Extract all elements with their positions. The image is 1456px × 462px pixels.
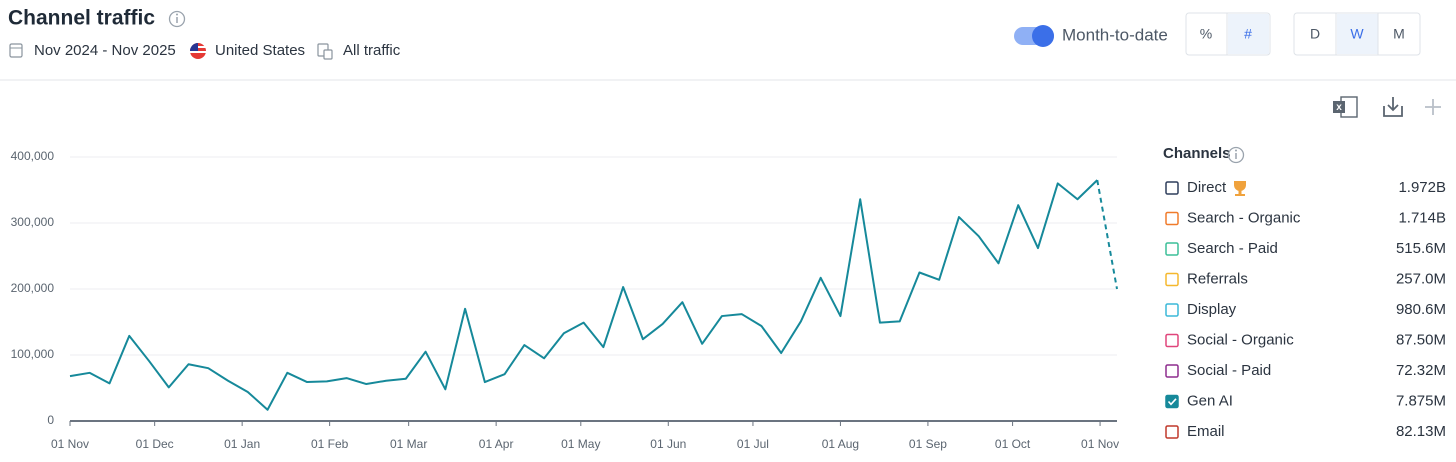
legend-name[interactable]: Search - Paid	[1187, 240, 1278, 257]
y-tick-label: 300,000	[11, 215, 55, 229]
x-tick-label: 01 Nov	[51, 437, 89, 451]
legend-total: 72.32M	[1396, 362, 1446, 379]
legend-name[interactable]: Search - Organic	[1187, 209, 1301, 226]
granularity-button[interactable]: D	[1310, 26, 1320, 42]
y-tick-label: 200,000	[11, 281, 55, 295]
legend-total: 257.0M	[1396, 270, 1446, 287]
legend-checkbox[interactable]	[1165, 211, 1179, 226]
active-button	[1337, 14, 1378, 54]
x-tick-label: 01 Oct	[995, 437, 1031, 451]
legend-checkbox[interactable]	[1165, 364, 1179, 378]
legend-checkbox[interactable]	[1165, 333, 1179, 348]
legend-checkbox[interactable]	[1165, 394, 1179, 409]
country[interactable]: United States	[215, 42, 305, 59]
traffic-filter[interactable]: All traffic	[343, 42, 401, 59]
y-tick-label: 0	[47, 413, 54, 427]
x-tick-label: 01 Apr	[479, 437, 514, 451]
legend-checkbox[interactable]	[1165, 303, 1179, 317]
legend-total: 87.50M	[1396, 331, 1446, 348]
x-tick-label: 01 Sep	[909, 437, 947, 451]
add-icon[interactable]	[1425, 99, 1441, 115]
info-icon[interactable]	[168, 10, 186, 28]
check-mark	[1167, 398, 1177, 406]
granularity-button[interactable]: W	[1350, 26, 1364, 42]
legend-name[interactable]: Social - Paid	[1187, 362, 1271, 379]
legend-name[interactable]: Email	[1187, 423, 1225, 440]
legend-total: 515.6M	[1396, 240, 1446, 257]
legend-checkbox[interactable]	[1165, 242, 1179, 256]
legend-name[interactable]: Gen AI	[1187, 392, 1233, 409]
legend-name[interactable]: Referrals	[1187, 270, 1248, 287]
toggle[interactable]	[1014, 25, 1054, 47]
partial-segment	[1096, 179, 1118, 290]
legend-total: 82.13M	[1396, 423, 1446, 440]
legend-title: Channels	[1163, 145, 1231, 162]
x-tick-label: 01 Feb	[311, 437, 349, 451]
legend-checkbox[interactable]	[1165, 425, 1179, 439]
x-tick-label: 01 Aug	[822, 437, 859, 451]
legend-name[interactable]: Social - Organic	[1187, 331, 1294, 348]
date-range[interactable]: Nov 2024 - Nov 2025	[34, 42, 176, 59]
download-icon[interactable]	[1383, 97, 1403, 117]
x-tick-label: 01 Jan	[224, 437, 260, 451]
info-icon[interactable]	[1227, 146, 1245, 164]
x-tick-label: 01 Nov	[1081, 437, 1119, 451]
metric-button[interactable]: %	[1200, 26, 1212, 42]
legend-checkbox[interactable]	[1165, 272, 1179, 287]
x-tick-label: 01 Jun	[650, 437, 686, 451]
x-tick-label: 01 Jul	[737, 437, 769, 451]
legend-name[interactable]: Direct	[1187, 179, 1227, 196]
x-tick-label: 01 May	[561, 437, 600, 451]
legend-total: 1.714B	[1398, 209, 1446, 226]
device-icon	[317, 43, 333, 60]
legend-checkbox[interactable]	[1165, 181, 1179, 195]
x-tick-label: 01 Dec	[136, 437, 174, 451]
legend-total: 7.875M	[1396, 392, 1446, 409]
x-tick-label: 01 Mar	[390, 437, 427, 451]
trophy-icon	[1234, 181, 1246, 196]
active-button	[1228, 14, 1269, 54]
page-title: Channel traffic	[8, 7, 155, 30]
legend-total: 980.6M	[1396, 301, 1446, 318]
legend-total: 1.972B	[1398, 179, 1446, 196]
calendar-icon	[9, 43, 23, 58]
excel-icon[interactable]: x	[1333, 96, 1358, 118]
granularity-button[interactable]: M	[1393, 26, 1405, 42]
metric-button[interactable]: #	[1244, 26, 1252, 42]
flag-icon	[190, 43, 206, 59]
series-line	[69, 179, 1098, 411]
legend-name[interactable]: Display	[1187, 301, 1237, 318]
svg-text:x: x	[1336, 102, 1342, 113]
toggle-label: Month-to-date	[1062, 25, 1168, 44]
y-tick-label: 400,000	[11, 149, 55, 163]
y-tick-label: 100,000	[11, 347, 55, 361]
